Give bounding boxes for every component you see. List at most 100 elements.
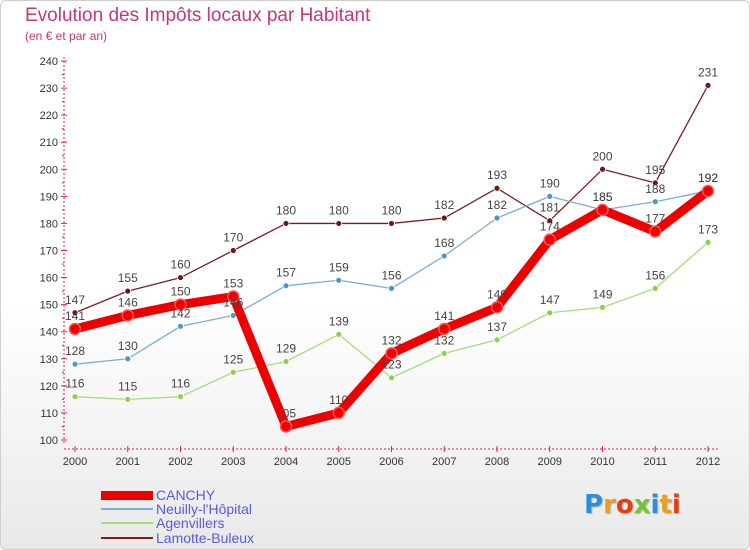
data-point-lamotte-buleux [493, 184, 501, 192]
data-label-lamotte-buleux: 180 [276, 203, 296, 217]
data-label-canchy: 141 [65, 309, 85, 323]
data-point-lamotte-buleux [229, 247, 237, 254]
y-tick-label: 220 [40, 110, 58, 122]
y-tick-label: 120 [40, 381, 58, 393]
data-label-neuilly-l-h-pital: 168 [434, 236, 454, 250]
data-label-canchy: 105 [276, 406, 296, 420]
proxiti-logo: Proxiti [584, 490, 681, 520]
data-point-neuilly-l-h-pital [440, 252, 448, 260]
data-point-agenvillers [282, 358, 290, 365]
data-point-canchy [701, 184, 715, 198]
data-label-lamotte-buleux: 155 [118, 271, 138, 285]
data-label-lamotte-buleux: 195 [645, 163, 665, 177]
y-tick-label: 140 [40, 327, 58, 339]
data-label-lamotte-buleux: 182 [434, 198, 454, 212]
data-label-agenvillers: 123 [381, 358, 401, 372]
legend-label-canchy: CANCHY [156, 487, 216, 503]
data-label-neuilly-l-h-pital: 190 [540, 176, 560, 190]
data-point-canchy [174, 298, 187, 311]
data-point-agenvillers [124, 395, 132, 403]
data-point-canchy [438, 322, 451, 336]
data-point-lamotte-buleux [440, 214, 448, 222]
data-label-lamotte-buleux: 193 [487, 168, 507, 182]
y-tick-label: 200 [40, 164, 58, 176]
data-label-canchy: 185 [592, 190, 612, 204]
data-label-neuilly-l-h-pital: 142 [170, 306, 190, 320]
legend-label-lamotte: Lamotte-Buleux [156, 530, 255, 546]
data-point-agenvillers [229, 368, 237, 376]
data-point-lamotte-buleux [704, 81, 712, 89]
data-label-lamotte-buleux: 160 [170, 258, 190, 272]
chart-title: Evolution des Impôts locaux par Habitant [25, 5, 371, 26]
x-tick-label: 2010 [590, 456, 614, 468]
data-label-lamotte-buleux: 181 [540, 201, 560, 215]
data-point-lamotte-buleux [71, 309, 79, 317]
legend-swatch-neuilly [101, 508, 153, 510]
data-point-neuilly-l-h-pital [546, 192, 554, 200]
x-tick-label: 2000 [63, 456, 87, 468]
x-tick-label: 2012 [696, 456, 720, 468]
x-tick-label: 2008 [485, 456, 509, 468]
x-tick-label: 2011 [643, 456, 667, 468]
y-tick-label: 150 [40, 300, 58, 312]
data-label-agenvillers: 139 [329, 314, 349, 328]
data-point-lamotte-buleux [282, 220, 290, 227]
data-point-canchy [596, 203, 609, 217]
y-tick-label: 170 [40, 246, 58, 258]
data-point-agenvillers [71, 393, 79, 401]
data-point-canchy [121, 309, 134, 322]
data-label-lamotte-buleux: 180 [381, 203, 401, 217]
data-label-neuilly-l-h-pital: 188 [645, 182, 665, 196]
data-label-canchy: 132 [381, 333, 401, 347]
series-layer [68, 81, 715, 433]
data-label-lamotte-buleux: 147 [65, 293, 85, 307]
data-label-agenvillers: 116 [65, 377, 84, 391]
legend-item-neuilly: Neuilly-l'Hôpital [101, 501, 253, 517]
y-tick-label: 210 [40, 137, 58, 149]
data-label-lamotte-buleux: 180 [329, 203, 349, 217]
data-label-agenvillers: 115 [118, 379, 137, 393]
data-point-lamotte-buleux [177, 274, 184, 281]
data-label-neuilly-l-h-pital: 182 [487, 198, 507, 212]
data-point-lamotte-buleux [546, 217, 554, 225]
x-tick-label: 2006 [379, 456, 403, 468]
legend-item-canchy: CANCHY [101, 487, 216, 503]
data-point-neuilly-l-h-pital [177, 322, 184, 330]
data-label-neuilly-l-h-pital: 130 [118, 339, 138, 353]
data-point-neuilly-l-h-pital [335, 276, 343, 284]
y-tick-label: 130 [40, 354, 58, 366]
legend-item-agenvillers: Agenvillers [101, 515, 224, 531]
data-label-agenvillers: 132 [434, 333, 454, 347]
data-label-neuilly-l-h-pital: 192 [698, 171, 718, 185]
data-label-canchy: 110 [329, 393, 348, 407]
legend-swatch-canchy [101, 490, 153, 500]
data-label-neuilly-l-h-pital: 146 [223, 295, 243, 309]
data-point-canchy [543, 233, 556, 246]
data-point-neuilly-l-h-pital [651, 198, 659, 206]
data-point-lamotte-buleux [599, 165, 606, 173]
data-labels-layer: 147 155 160 170 180 180 180 182 193 181 200 195 231 1… [65, 65, 718, 420]
x-tick-label: 2003 [221, 456, 245, 468]
legend-swatch-agenvillers [101, 522, 153, 524]
data-label-neuilly-l-h-pital: 185 [592, 190, 612, 204]
data-point-lamotte-buleux [124, 287, 132, 295]
chart-axes: 100 110 120 130 140 150 160 170 180 190 200 210 220 2… [40, 56, 721, 468]
data-label-agenvillers: 149 [592, 287, 612, 301]
data-label-canchy: 141 [434, 309, 454, 323]
data-point-neuilly-l-h-pital [124, 355, 132, 363]
data-point-canchy [490, 301, 504, 314]
legend-item-lamotte: Lamotte-Buleux [101, 530, 255, 546]
data-label-canchy: 153 [223, 277, 243, 291]
data-point-canchy [385, 347, 398, 360]
data-point-agenvillers [599, 303, 606, 311]
data-point-agenvillers [177, 393, 184, 401]
x-tick-label: 2005 [327, 456, 351, 468]
data-point-neuilly-l-h-pital [493, 214, 501, 222]
data-label-canchy: 174 [540, 220, 560, 234]
x-tick-label: 2002 [168, 456, 192, 468]
y-tick-label: 180 [40, 218, 58, 230]
data-point-agenvillers [651, 284, 659, 292]
data-point-canchy [68, 322, 82, 336]
legend-label-neuilly: Neuilly-l'Hôpital [156, 501, 253, 517]
